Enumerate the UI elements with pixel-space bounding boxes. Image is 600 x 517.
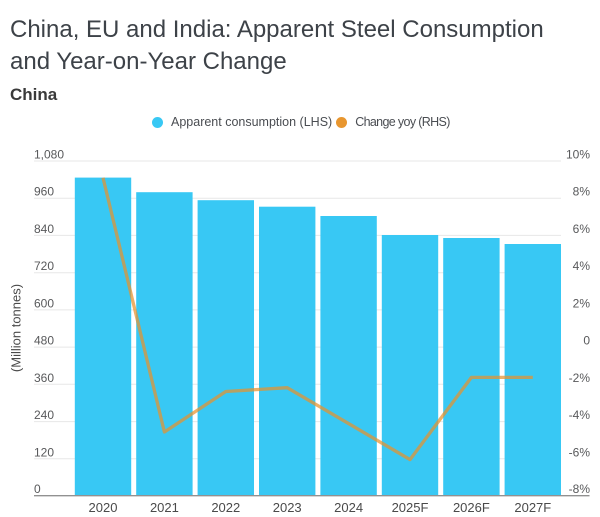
svg-text:1,080: 1,080 (34, 148, 64, 162)
svg-text:2022: 2022 (211, 500, 240, 515)
svg-text:2026F: 2026F (453, 500, 490, 515)
svg-text:240: 240 (34, 408, 54, 422)
svg-text:600: 600 (34, 296, 54, 310)
svg-text:6%: 6% (573, 222, 591, 236)
svg-text:8%: 8% (573, 185, 591, 199)
svg-text:-8%: -8% (569, 482, 591, 496)
svg-text:2023: 2023 (273, 500, 302, 515)
svg-text:960: 960 (34, 185, 54, 199)
svg-text:-4%: -4% (569, 408, 591, 422)
svg-text:480: 480 (34, 334, 54, 348)
svg-text:2025F: 2025F (392, 500, 429, 515)
svg-text:120: 120 (34, 445, 54, 459)
svg-text:2024: 2024 (334, 500, 363, 515)
svg-text:2%: 2% (573, 296, 591, 310)
svg-text:4%: 4% (573, 259, 591, 273)
svg-text:2021: 2021 (150, 500, 179, 515)
svg-text:-6%: -6% (569, 445, 591, 459)
svg-text:2020: 2020 (89, 500, 118, 515)
svg-text:360: 360 (34, 371, 54, 385)
svg-text:720: 720 (34, 259, 54, 273)
svg-text:2027F: 2027F (514, 500, 551, 515)
svg-text:10%: 10% (566, 148, 590, 162)
svg-text:(Million tonnes): (Million tonnes) (9, 284, 24, 372)
svg-text:-2%: -2% (569, 371, 591, 385)
svg-text:840: 840 (34, 222, 54, 236)
svg-text:0: 0 (34, 482, 41, 496)
svg-text:0: 0 (583, 334, 590, 348)
